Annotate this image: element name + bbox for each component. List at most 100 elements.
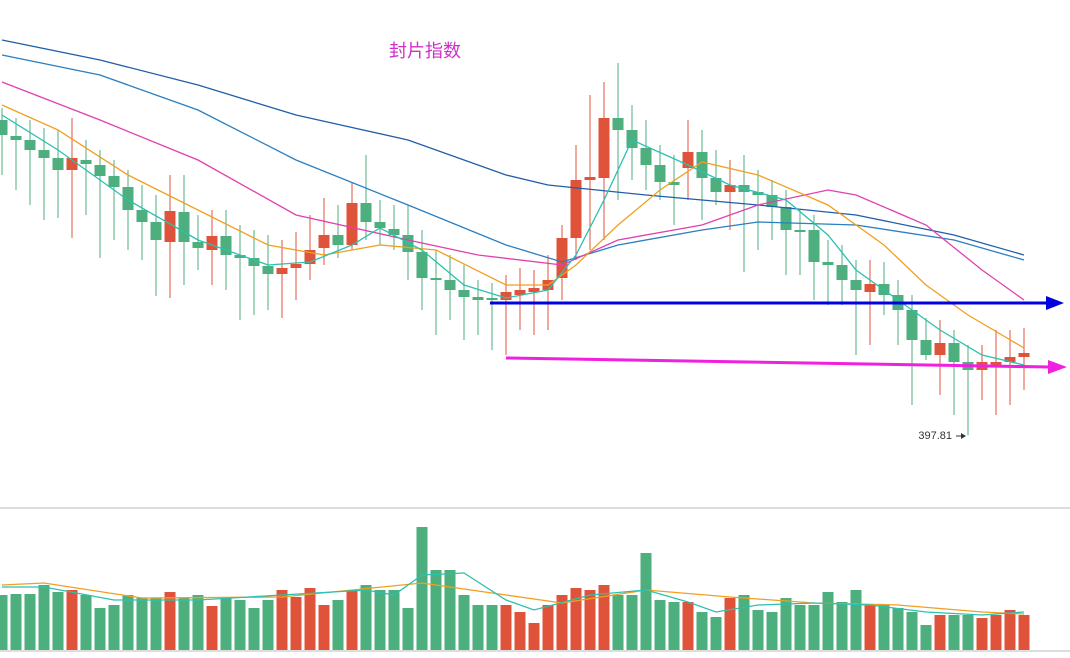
volume-bar [472, 605, 484, 650]
volume-bar [80, 595, 92, 650]
volume-bar [1004, 610, 1016, 650]
volume-bar [500, 605, 512, 650]
candle-body [402, 235, 414, 252]
volume-bar [612, 595, 624, 650]
volume-bar [304, 588, 316, 650]
candle-body [626, 130, 638, 148]
moving-average [1, 81, 1025, 301]
volume-bar [542, 605, 554, 650]
volume-bar [1018, 615, 1030, 650]
candle-body [52, 158, 64, 170]
volume-bar [52, 592, 64, 650]
volume-bar [892, 608, 904, 650]
candle-body [24, 140, 36, 150]
volume-bar [738, 595, 750, 650]
candle-body [710, 178, 722, 192]
candle-body [514, 290, 526, 295]
candle-body [808, 230, 820, 262]
volume-bar [752, 610, 764, 650]
candle-body [178, 212, 190, 242]
volume-bar [570, 588, 582, 650]
volume-bar [0, 595, 8, 650]
candle-body [318, 235, 330, 248]
candle-body [332, 235, 344, 245]
candle-body [66, 158, 78, 170]
volume-bar [934, 615, 946, 650]
candle-body [360, 203, 372, 222]
candle-body [682, 152, 694, 168]
volume-bar [220, 597, 232, 650]
moving-average [1, 39, 1025, 256]
volume-bar [906, 612, 918, 650]
volume-bar [402, 608, 414, 650]
volume-bar [808, 605, 820, 650]
candle-body [794, 230, 806, 232]
candle-body [570, 180, 582, 238]
candle-body [486, 298, 498, 300]
candle-body [934, 343, 946, 355]
volume-bar [850, 590, 862, 650]
candle-body [248, 258, 260, 266]
volume-bar [318, 605, 330, 650]
volume-bar [332, 600, 344, 650]
volume-bar [360, 585, 372, 650]
candle-body [528, 288, 540, 292]
volume-bar [976, 618, 988, 650]
candle-body [584, 177, 596, 180]
candle-body [206, 236, 218, 250]
volume-bar [878, 605, 890, 650]
candle-body [346, 203, 358, 245]
volume-bar [346, 590, 358, 650]
candle-body [0, 120, 8, 135]
volume-bar [234, 600, 246, 650]
candle-body [94, 165, 106, 176]
volume-bar [248, 608, 260, 650]
volume-bar [388, 590, 400, 650]
volume-bar [416, 527, 428, 650]
candle-body [192, 242, 204, 248]
candle-body [724, 185, 736, 192]
volume-bar [262, 600, 274, 650]
volume-bar [430, 570, 442, 650]
volume-bar [458, 595, 470, 650]
candle-body [836, 265, 848, 280]
candle-body [122, 187, 134, 210]
candle-body [864, 284, 876, 292]
volume-bar [374, 590, 386, 650]
volume-bar [668, 602, 680, 650]
volume-bar [654, 600, 666, 650]
candle-body [164, 211, 176, 242]
low-arrow-head [961, 433, 966, 439]
volume-bar [556, 595, 568, 650]
candle-body [766, 195, 778, 207]
candle-body [304, 250, 316, 264]
volume-bar [164, 592, 176, 650]
volume-bar [94, 608, 106, 650]
candle-body [696, 152, 708, 178]
volume-bar [626, 595, 638, 650]
arrow-head [1046, 296, 1064, 310]
candle-body [906, 310, 918, 340]
volume-bar [794, 605, 806, 650]
volume-bar [696, 612, 708, 650]
candle-body [640, 148, 652, 165]
moving-average [1, 114, 1025, 366]
candle-body [262, 266, 274, 274]
candle-body [458, 290, 470, 297]
candle-body [598, 118, 610, 178]
volume-bar [724, 598, 736, 650]
candle-body [1004, 357, 1016, 362]
volume-bar [486, 605, 498, 650]
candle-body [80, 160, 92, 164]
volume-bar [66, 590, 78, 650]
candle-body [612, 118, 624, 130]
candle-body [444, 280, 456, 290]
candle-body [290, 264, 302, 268]
volume-bar [836, 602, 848, 650]
volume-bar [864, 605, 876, 650]
candle-body [668, 182, 680, 185]
candle-body [136, 210, 148, 222]
moving-average [2, 572, 1025, 616]
volume-bar [150, 598, 162, 650]
